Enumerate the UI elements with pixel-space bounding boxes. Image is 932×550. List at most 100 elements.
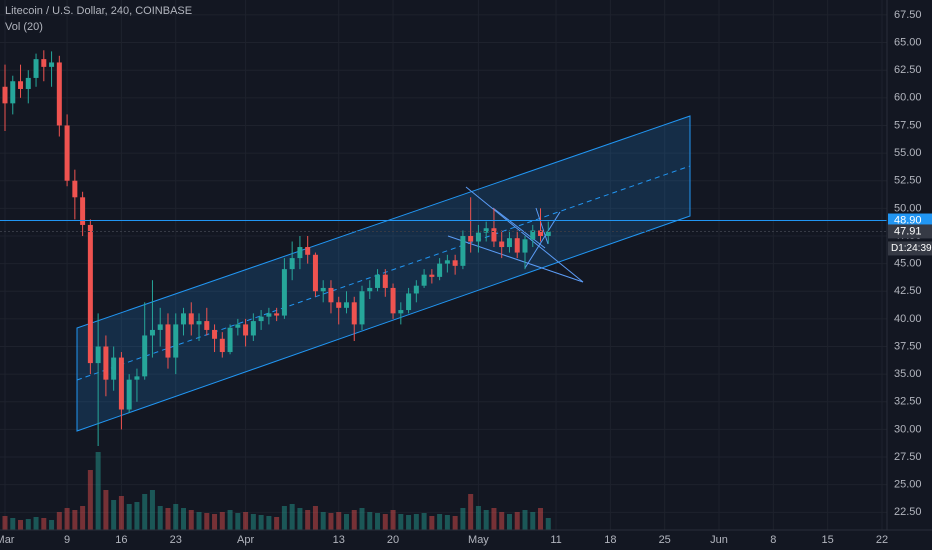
y-tick-label: 52.50 (894, 175, 922, 187)
x-tick-label: Jun (710, 534, 728, 546)
volume-bar (491, 508, 497, 530)
wedge-line (465, 186, 584, 283)
volume-bar (49, 520, 55, 530)
candle-body (173, 324, 179, 358)
y-tick-label: 35.00 (894, 368, 922, 380)
x-tick-label: 13 (333, 534, 345, 546)
chart-title: Litecoin / U.S. Dollar, 240, COINBASE (5, 5, 192, 17)
volume-bar (157, 506, 163, 530)
volume-bar (413, 514, 419, 530)
volume-bar (320, 512, 326, 530)
volume-bar (25, 519, 31, 530)
candle-body (382, 274, 388, 288)
volume-bar (390, 510, 396, 530)
volume-bar (289, 504, 295, 530)
candle-body (437, 263, 443, 277)
volume-bar (134, 502, 140, 530)
x-tick-label: 25 (659, 534, 671, 546)
y-tick-label: 40.00 (894, 313, 922, 325)
candle-body (444, 260, 450, 264)
candle-body (421, 274, 427, 286)
volume-bar (41, 518, 47, 530)
volume-bar (95, 452, 101, 530)
candle-body (103, 346, 109, 380)
volume-bar (514, 512, 520, 530)
candle-body (243, 324, 249, 336)
volume-bar (460, 508, 466, 530)
x-tick-label: 23 (170, 534, 182, 546)
volume-bar (475, 506, 481, 530)
price-label: 48.90 (894, 214, 922, 226)
volume-bar (149, 490, 155, 530)
volume-legend: Vol (20) (5, 21, 43, 33)
candle-body (188, 313, 194, 325)
volume-bar (219, 512, 225, 530)
volume-bar (111, 500, 117, 530)
candle-body (196, 321, 202, 325)
candle-body (49, 62, 55, 67)
x-tick-label: Apr (237, 534, 254, 546)
x-tick-label: 9 (64, 534, 70, 546)
volume-bar (173, 504, 179, 530)
volume-bar (87, 470, 93, 530)
axes: 22.50 25.00 27.50 30.00 32.50 35.00 37.50 40.00… (0, 9, 932, 546)
volume-bar (18, 520, 24, 530)
candle-body (181, 313, 187, 325)
volume-bar (483, 510, 489, 530)
volume-bar (375, 513, 381, 530)
candle-body (118, 357, 124, 410)
channel-midline (76, 165, 691, 381)
volume-bar (196, 512, 202, 530)
candles (2, 50, 551, 446)
volume-bar (64, 508, 70, 530)
volume-bar (398, 514, 404, 530)
volume-bar (80, 506, 86, 530)
volume-bar (126, 504, 132, 530)
volume-bar (72, 510, 78, 530)
volume-bar (181, 508, 187, 530)
volume-bar (328, 513, 334, 530)
candle-body (219, 338, 225, 353)
volume-bar (258, 515, 264, 530)
volume-bar (297, 508, 303, 530)
y-tick-label: 32.50 (894, 396, 922, 408)
y-tick-label: 62.50 (894, 64, 922, 76)
countdown-box (888, 241, 932, 256)
volume-bar (103, 490, 109, 530)
x-tick-label: 20 (387, 534, 399, 546)
candle-body (452, 260, 458, 266)
candle-body (468, 235, 474, 242)
candle-body (212, 329, 218, 339)
price-lines (0, 220, 887, 232)
candle-body (149, 329, 155, 336)
volume-bar (506, 514, 512, 530)
candle-body (351, 302, 357, 325)
candle-body (95, 346, 101, 364)
candle-body (328, 287, 334, 303)
wedge-line (535, 207, 549, 245)
volume-bar (359, 508, 365, 530)
volume-bar (437, 514, 443, 530)
volume-bar (406, 515, 412, 530)
candle-body (499, 241, 505, 248)
volume-bar (538, 508, 544, 530)
candle-body (87, 224, 93, 364)
volume-bar (522, 510, 528, 530)
candle-body (367, 287, 373, 292)
volume-bar (142, 494, 148, 530)
candle-body (413, 285, 419, 294)
candle-body (522, 239, 528, 253)
volume-pane (2, 452, 551, 530)
y-tick-label: 55.00 (894, 147, 922, 159)
candle-body (406, 293, 412, 311)
volume-bar (281, 506, 287, 530)
candle-body (274, 313, 280, 316)
volume-bar (250, 514, 256, 530)
countdown: D1:24:39 (891, 243, 932, 254)
candle-body (320, 287, 326, 292)
candle-body (56, 62, 62, 126)
candle-body (398, 310, 404, 314)
y-tick-label: 50.00 (894, 202, 922, 214)
